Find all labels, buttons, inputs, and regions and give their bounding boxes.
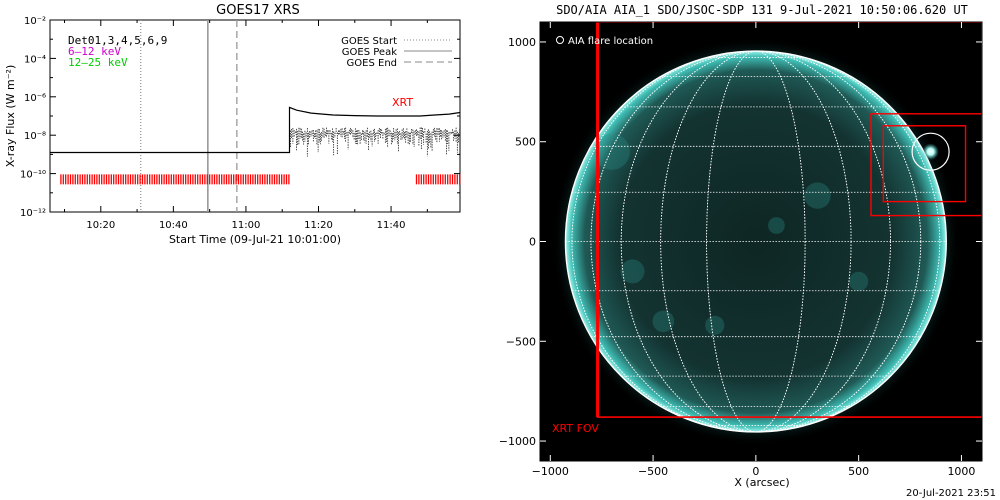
- legend-goes-peak-label: GOES Peak: [342, 47, 397, 58]
- goes-x-tick-label: 11:00: [232, 220, 261, 231]
- aia-x-tick-label: 500: [848, 465, 869, 478]
- goes-xrs-chart: GOES17 XRS 10⁻² 10⁻⁴ 10⁻⁶ 10⁻⁸ 10⁻¹⁰ 10⁻¹² 10…: [4, 3, 461, 246]
- xrt-label: XRT: [392, 96, 413, 109]
- goes-y-tick-label: 10⁻¹²: [20, 208, 46, 219]
- goes-y-tick-label: 10⁻⁶: [24, 93, 46, 104]
- longitude-line: [660, 51, 852, 432]
- bright-region: [849, 271, 869, 292]
- aia-x-tick-label: 0: [752, 465, 759, 478]
- longitude-line: [571, 51, 941, 432]
- aia-y-tick-label: 0: [529, 236, 536, 249]
- goes-x-tick-label: 11:20: [304, 220, 333, 231]
- bright-region: [593, 133, 630, 170]
- goes-x-axis-label: Start Time (09-Jul-21 10:01:00): [169, 233, 341, 246]
- goes-y-axis-label: X-ray Flux (W m⁻²): [4, 65, 17, 167]
- goes-x-tick-label: 10:40: [159, 220, 188, 231]
- aia-legend-label: AIA flare location: [568, 36, 653, 47]
- legend-goes-end-label: GOES End: [347, 58, 397, 69]
- aia-x-tick-label: −500: [638, 465, 668, 478]
- band-12-25-label: 12–25 keV: [68, 56, 128, 69]
- longitude-line: [706, 51, 806, 432]
- heliographic-grid: [565, 51, 947, 432]
- xrt-box-inner: [882, 125, 967, 203]
- aia-y-tick-label: 1000: [508, 36, 536, 49]
- goes-y-tick-label: 10⁻⁴: [24, 54, 46, 65]
- goes-noisy-band-path: [290, 127, 461, 157]
- bright-region: [705, 315, 725, 335]
- longitude-line: [620, 51, 891, 432]
- bright-region: [652, 310, 675, 333]
- aia-x-tick-label: 1000: [947, 465, 975, 478]
- goes-legend: GOES Start GOES Peak GOES End: [341, 36, 452, 69]
- aia-legend-circle-icon: [556, 36, 564, 44]
- aia-x-ticks: −1000 −500 0 500 1000: [532, 22, 975, 478]
- aia-y-tick-label: −500: [506, 335, 536, 348]
- goes-flag-marks: [60, 174, 461, 185]
- aia-x-axis-label: X (arcsec): [734, 476, 789, 489]
- goes-flux-line: [50, 106, 461, 154]
- aia-y-ticks: 1000 500 0 −500 −1000: [499, 36, 982, 448]
- aia-x-tick-label: −1000: [532, 465, 569, 478]
- bright-region: [768, 217, 785, 234]
- solar-limb: [564, 50, 947, 433]
- goes-chart-title: GOES17 XRS: [216, 3, 300, 18]
- aia-flare-location-circle: [911, 132, 950, 171]
- goes-noisy-flux-band: [290, 127, 461, 157]
- bright-region: [804, 182, 831, 209]
- xrt-fov-label: XRT FOV: [552, 422, 599, 435]
- longitude-line: [590, 51, 922, 432]
- aia-image-panel: SDO/AIA AIA_1 SDO/JSOC-SDP 131 9-Jul-202…: [499, 3, 983, 489]
- solar-bright-regions: [593, 133, 869, 335]
- goes-y-tick-label: 10⁻²: [24, 16, 46, 27]
- footer-timestamp: 20-Jul-2021 23:51: [906, 488, 996, 499]
- goes-flux-series: [50, 106, 461, 154]
- aia-title: SDO/AIA AIA_1 SDO/JSOC-SDP 131 9-Jul-202…: [556, 3, 968, 17]
- legend-goes-start-label: GOES Start: [341, 36, 397, 47]
- xrt-boxes: [596, 22, 982, 418]
- goes-y-tick-label: 10⁻¹⁰: [20, 170, 46, 181]
- goes-y-ticks: 10⁻² 10⁻⁴ 10⁻⁶ 10⁻⁸ 10⁻¹⁰ 10⁻¹²: [20, 16, 460, 219]
- bright-region: [620, 259, 645, 284]
- flare-glow: [922, 143, 939, 161]
- goes-y-tick-label: 10⁻⁸: [24, 131, 46, 142]
- detectors-label: Det01,3,4,5,6,9: [68, 34, 167, 47]
- aia-y-tick-label: −1000: [499, 435, 536, 448]
- goes-x-ticks: 10:20 10:40 11:00 11:20 11:40: [64, 20, 428, 231]
- goes-x-tick-label: 11:40: [377, 220, 406, 231]
- band-6-12-label: 6–12 keV: [68, 45, 121, 58]
- aia-y-tick-label: 500: [515, 136, 536, 149]
- goes-x-tick-label: 10:20: [86, 220, 115, 231]
